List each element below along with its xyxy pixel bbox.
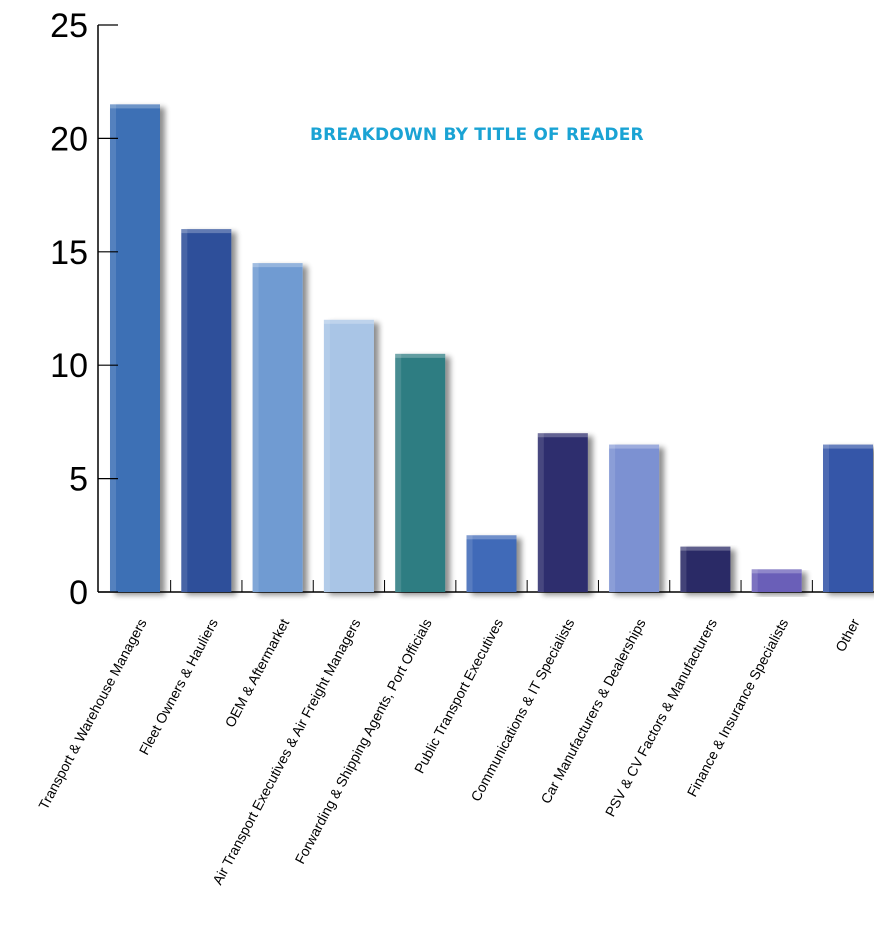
- bar: [823, 444, 873, 592]
- chart-title: BREAKDOWN BY TITLE OF READER: [310, 125, 644, 145]
- y-tick-label: 25: [50, 7, 88, 45]
- bar-top: [823, 444, 873, 449]
- bar-body: [609, 444, 660, 592]
- y-tick-label: 10: [50, 347, 88, 385]
- bar: [537, 433, 588, 592]
- bar-highlight: [680, 546, 687, 592]
- bar-top: [609, 444, 660, 449]
- bar-highlight: [537, 433, 544, 592]
- x-tick-label: OEM & Aftermarket: [222, 616, 293, 730]
- bar-body: [466, 535, 517, 592]
- bar: [323, 319, 374, 592]
- bar-top: [323, 319, 374, 324]
- bar: [110, 104, 160, 592]
- bar-highlight: [609, 444, 616, 592]
- x-tick-label: Air Transport Executives & Air Freight M…: [209, 616, 363, 887]
- bar-top: [537, 433, 588, 438]
- bar: [751, 569, 802, 592]
- y-tick-label: 15: [50, 234, 88, 272]
- bars: [110, 104, 873, 592]
- bar-body: [751, 569, 802, 592]
- bar: [466, 535, 517, 592]
- bar-highlight: [823, 444, 829, 592]
- bar: [252, 263, 303, 592]
- y-tick-label: 20: [50, 120, 88, 158]
- bar-highlight: [466, 535, 473, 592]
- bar-highlight: [323, 319, 330, 592]
- bar: [680, 546, 731, 592]
- x-tick-label: Fleet Owners & Hauliers: [136, 616, 221, 757]
- bar-top: [680, 546, 731, 551]
- bar-body: [395, 353, 446, 592]
- y-tick-label: 0: [69, 574, 88, 612]
- x-tick-label: Forwarding & Shipping Agents, Port Offic…: [292, 616, 435, 867]
- bar: [181, 229, 232, 592]
- bar-body: [537, 433, 588, 592]
- bar-top: [466, 535, 517, 540]
- bar-highlight: [252, 263, 259, 592]
- bar-body: [110, 104, 160, 592]
- bar-body: [181, 229, 232, 592]
- bar-top: [252, 263, 303, 268]
- x-tick-label: Other: [832, 616, 863, 655]
- bar-highlight: [395, 353, 402, 592]
- x-tick-label: Transport & Warehouse Managers: [35, 616, 149, 812]
- bar-top: [395, 353, 446, 358]
- bar-body: [323, 319, 374, 592]
- y-tick-label: 5: [69, 461, 88, 499]
- bar: [609, 444, 660, 592]
- bar-top: [751, 569, 802, 574]
- bar-top: [181, 229, 232, 234]
- bar-body: [252, 263, 303, 592]
- bar: [395, 353, 446, 592]
- bar-top: [110, 104, 160, 109]
- y-axis-ticks: 0 5 10 15 20 25: [50, 7, 118, 612]
- bar-body: [680, 546, 731, 592]
- bar-highlight: [181, 229, 188, 592]
- bar-body: [823, 444, 873, 592]
- bar-highlight: [110, 104, 116, 592]
- bar-highlight: [751, 569, 758, 592]
